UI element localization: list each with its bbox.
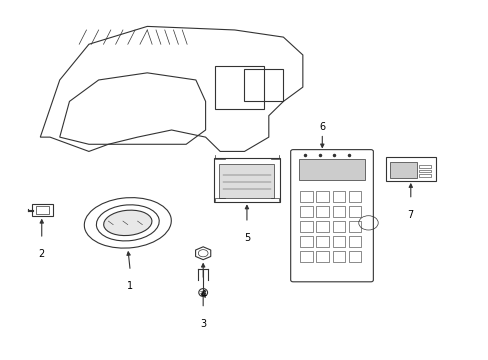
Text: 3: 3: [200, 319, 206, 329]
Ellipse shape: [103, 210, 152, 235]
FancyBboxPatch shape: [389, 162, 416, 178]
Text: 7: 7: [407, 210, 413, 220]
Text: 4: 4: [200, 290, 206, 300]
Text: 5: 5: [244, 233, 249, 243]
Text: 6: 6: [319, 122, 325, 132]
Text: 2: 2: [39, 249, 45, 259]
FancyBboxPatch shape: [298, 158, 364, 180]
FancyBboxPatch shape: [219, 164, 274, 198]
Text: 1: 1: [127, 281, 133, 291]
